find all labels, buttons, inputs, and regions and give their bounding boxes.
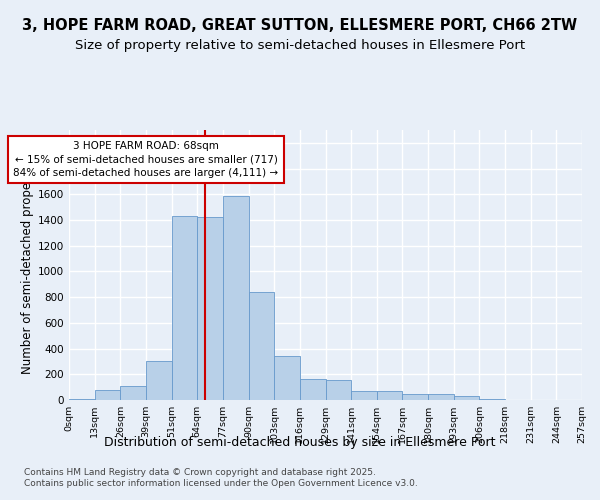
Bar <box>172 216 197 400</box>
Bar <box>428 394 454 400</box>
Bar <box>121 386 146 400</box>
Bar <box>248 292 274 400</box>
Bar <box>377 392 403 400</box>
Text: 3 HOPE FARM ROAD: 68sqm
← 15% of semi-detached houses are smaller (717)
84% of s: 3 HOPE FARM ROAD: 68sqm ← 15% of semi-de… <box>13 142 278 178</box>
Bar <box>454 396 479 400</box>
Text: Contains HM Land Registry data © Crown copyright and database right 2025.
Contai: Contains HM Land Registry data © Crown c… <box>24 468 418 487</box>
Bar <box>69 398 95 400</box>
Bar <box>351 391 377 400</box>
Bar <box>95 390 121 400</box>
Bar <box>146 361 172 400</box>
Text: Size of property relative to semi-detached houses in Ellesmere Port: Size of property relative to semi-detach… <box>75 39 525 52</box>
Bar <box>223 196 248 400</box>
Bar <box>403 394 428 400</box>
Y-axis label: Number of semi-detached properties: Number of semi-detached properties <box>21 156 34 374</box>
Bar <box>274 356 300 400</box>
Bar <box>300 380 325 400</box>
Bar <box>325 380 351 400</box>
Text: Distribution of semi-detached houses by size in Ellesmere Port: Distribution of semi-detached houses by … <box>104 436 496 449</box>
Text: 3, HOPE FARM ROAD, GREAT SUTTON, ELLESMERE PORT, CH66 2TW: 3, HOPE FARM ROAD, GREAT SUTTON, ELLESME… <box>22 18 578 32</box>
Bar <box>197 217 223 400</box>
